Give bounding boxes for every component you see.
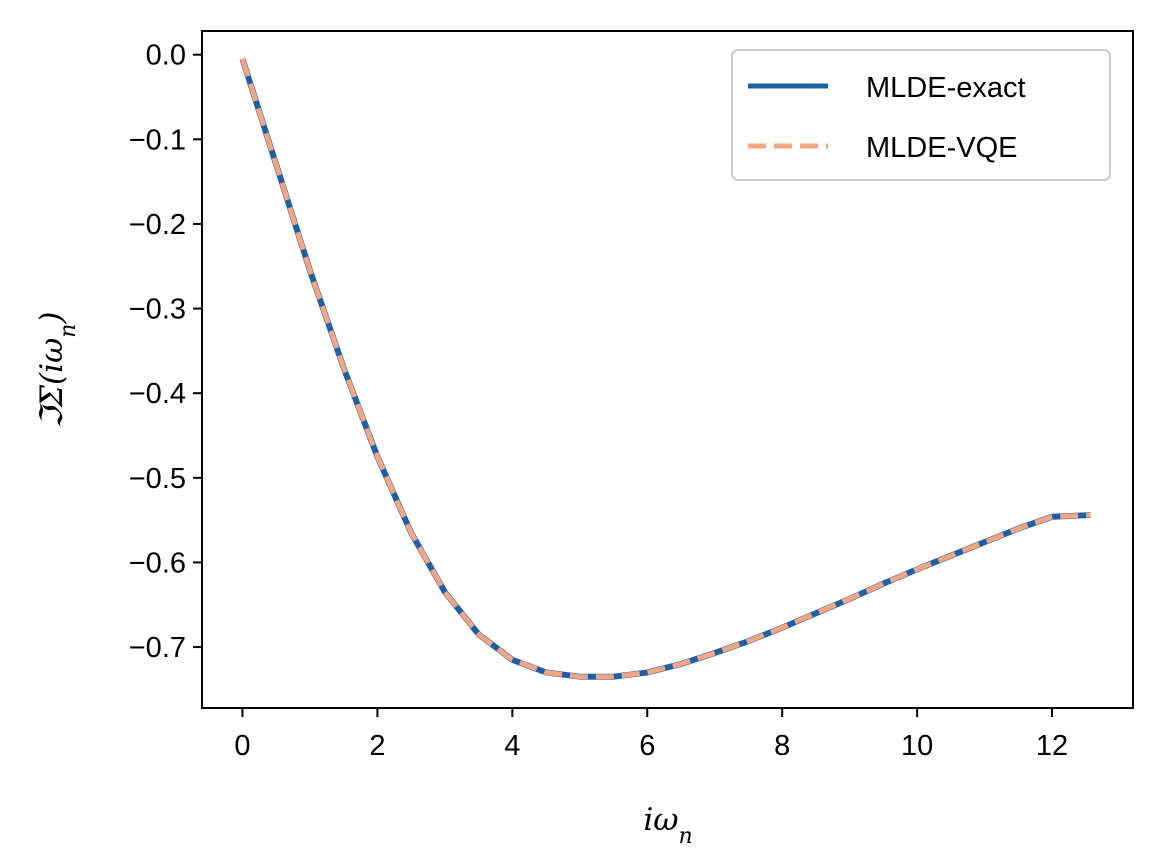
- series-line-mlde-vqe: [240, 58, 1091, 680]
- x-tick-label: 0: [234, 730, 250, 762]
- x-tick-label: 4: [504, 730, 520, 762]
- x-tick-label: 2: [369, 730, 385, 762]
- plot-frame: [201, 30, 1134, 709]
- legend: MLDE-exact MLDE-VQE: [731, 49, 1111, 181]
- x-tick-label: 10: [901, 730, 933, 762]
- y-tick-label: −0.7: [129, 632, 186, 664]
- y-tick-label: −0.3: [129, 294, 186, 326]
- y-tick-label: 0.0: [146, 40, 186, 72]
- axes-layer: 0 2 4 6 8 10 12 0.0 −0.1 −0.2 −0.3 −0.4 −0.5 −0.6 −0.7: [129, 30, 1134, 762]
- y-tick-label: −0.1: [129, 124, 186, 156]
- x-tick-label: 12: [1036, 730, 1068, 762]
- legend-label-mlde-vqe: MLDE-VQE: [866, 132, 1017, 164]
- y-tick-label: −0.5: [129, 463, 186, 495]
- x-tick-label: 8: [774, 730, 790, 762]
- y-tick-label: −0.2: [129, 209, 186, 241]
- y-tick-label: −0.6: [129, 547, 186, 579]
- series-layer: [239, 58, 1091, 680]
- legend-label-mlde-exact: MLDE-exact: [866, 72, 1026, 104]
- x-tick-label: 6: [639, 730, 655, 762]
- y-tick-label: −0.4: [129, 378, 186, 410]
